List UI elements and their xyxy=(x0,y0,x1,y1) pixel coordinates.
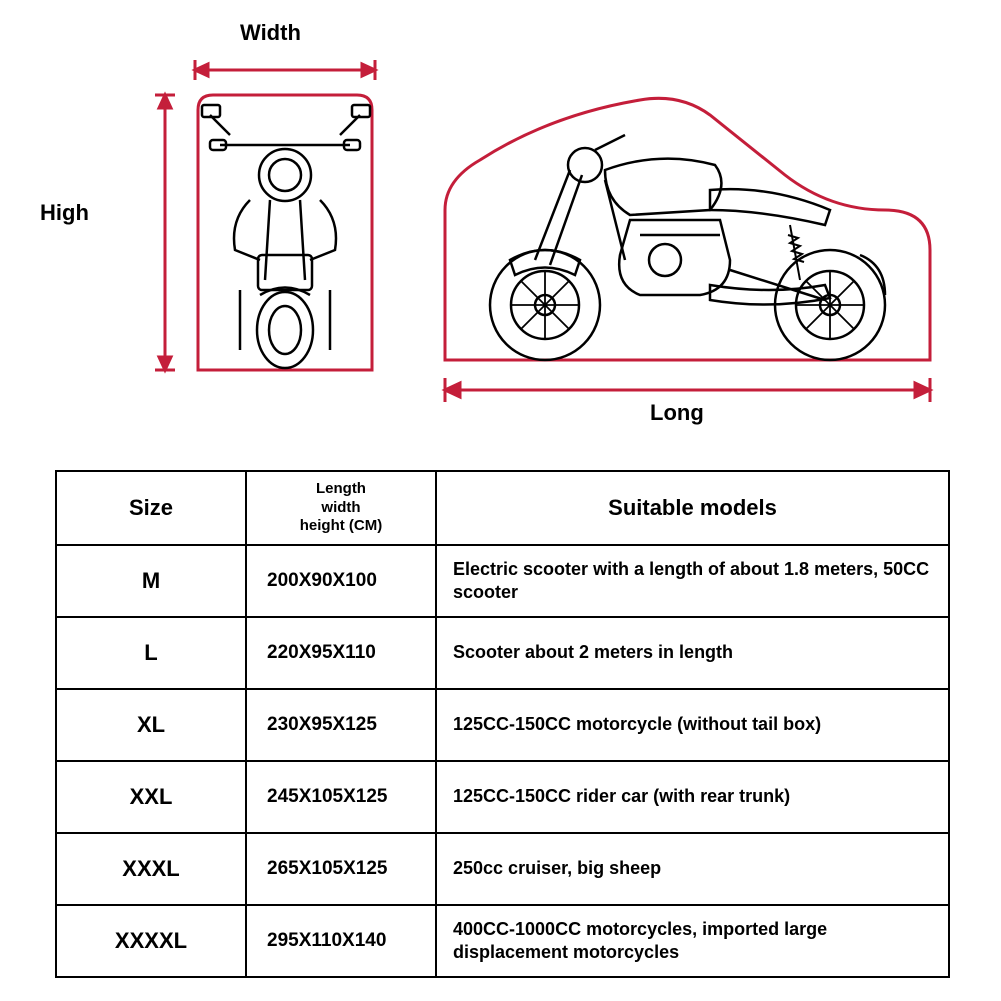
size-cell: L xyxy=(56,617,246,689)
dimension-cell: 265X105X125 xyxy=(246,833,436,905)
table-row: M200X90X100Electric scooter with a lengt… xyxy=(56,545,949,617)
size-cell: M xyxy=(56,545,246,617)
model-cell: Scooter about 2 meters in length xyxy=(436,617,949,689)
model-cell: 125CC-150CC motorcycle (without tail box… xyxy=(436,689,949,761)
header-models: Suitable models xyxy=(436,471,949,545)
table-row: L220X95X110Scooter about 2 meters in len… xyxy=(56,617,949,689)
size-cell: XXL xyxy=(56,761,246,833)
size-table-container: Size Length width height (CM) Suitable m… xyxy=(55,470,950,978)
motorcycle-side-diagram xyxy=(430,60,950,440)
high-label: High xyxy=(40,200,89,226)
size-table: Size Length width height (CM) Suitable m… xyxy=(55,470,950,978)
model-cell: 400CC-1000CC motorcycles, imported large… xyxy=(436,905,949,977)
dimension-cell: 200X90X100 xyxy=(246,545,436,617)
model-cell: 250cc cruiser, big sheep xyxy=(436,833,949,905)
header-dimensions: Length width height (CM) xyxy=(246,471,436,545)
dimension-cell: 220X95X110 xyxy=(246,617,436,689)
model-cell: 125CC-150CC rider car (with rear trunk) xyxy=(436,761,949,833)
table-header-row: Size Length width height (CM) Suitable m… xyxy=(56,471,949,545)
size-cell: XXXXL xyxy=(56,905,246,977)
table-row: XXL245X105X125125CC-150CC rider car (wit… xyxy=(56,761,949,833)
table-row: XXXL265X105X125250cc cruiser, big sheep xyxy=(56,833,949,905)
table-row: XL230X95X125125CC-150CC motorcycle (with… xyxy=(56,689,949,761)
dimension-cell: 295X110X140 xyxy=(246,905,436,977)
header-size: Size xyxy=(56,471,246,545)
diagram-area: Width High Long xyxy=(70,30,940,430)
motorcycle-front-diagram xyxy=(110,60,410,420)
width-label: Width xyxy=(240,20,301,46)
size-cell: XL xyxy=(56,689,246,761)
dimension-cell: 230X95X125 xyxy=(246,689,436,761)
model-cell: Electric scooter with a length of about … xyxy=(436,545,949,617)
size-cell: XXXL xyxy=(56,833,246,905)
table-row: XXXXL295X110X140400CC-1000CC motorcycles… xyxy=(56,905,949,977)
dimension-cell: 245X105X125 xyxy=(246,761,436,833)
